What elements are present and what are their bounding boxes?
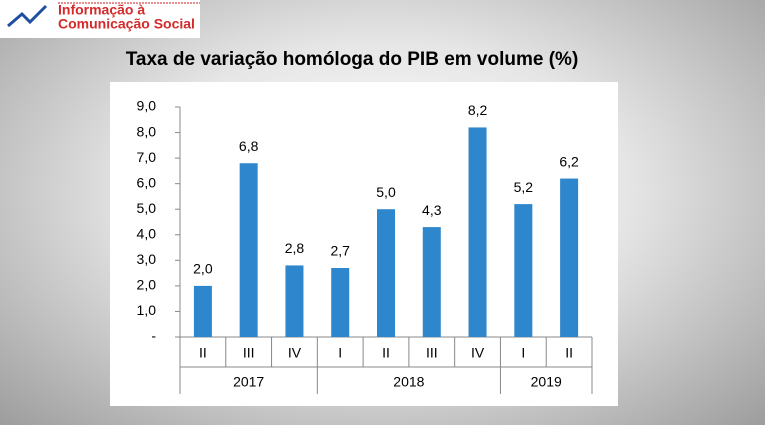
logo-icon (7, 4, 48, 28)
y-tick-label: 5,0 (137, 200, 157, 216)
y-tick-label: 9,0 (137, 98, 157, 114)
x-tick-label: III (426, 345, 438, 361)
x-tick-label: IV (288, 345, 302, 361)
y-tick-label: 7,0 (137, 149, 157, 165)
x-tick-label: II (565, 345, 573, 361)
x-tick-label: II (199, 345, 207, 361)
chart-area (110, 82, 618, 406)
y-tick-label: 6,0 (137, 174, 157, 190)
value-label: 2,7 (330, 243, 350, 259)
x-tick-label: I (338, 345, 342, 361)
value-label: 8,2 (468, 102, 488, 118)
bar (193, 285, 212, 337)
value-label: 4,3 (422, 202, 442, 218)
bar (560, 178, 579, 337)
logo-text: Informação à (58, 2, 145, 18)
value-label: 5,0 (376, 184, 396, 200)
y-tick-label: - (151, 328, 156, 344)
x-tick-label: I (521, 345, 525, 361)
value-label: 6,8 (239, 138, 259, 154)
chart-title: Taxa de variação homóloga do PIB em volu… (126, 49, 579, 70)
y-tick-label: 2,0 (137, 277, 157, 293)
group-label: 2019 (531, 374, 562, 390)
value-label: 6,2 (559, 153, 579, 169)
logo-text: Comunicação Social (58, 16, 195, 32)
x-tick-label: II (382, 345, 390, 361)
x-tick-label: III (243, 345, 255, 361)
value-label: 2,8 (285, 240, 305, 256)
bar (331, 268, 350, 337)
value-label: 5,2 (514, 179, 534, 195)
value-label: 2,0 (193, 261, 213, 277)
x-tick-label: IV (471, 345, 485, 361)
bar (377, 209, 395, 337)
y-tick-label: 3,0 (137, 251, 157, 267)
bar (468, 127, 487, 337)
bar (422, 227, 441, 337)
bar (285, 265, 304, 337)
y-tick-label: 4,0 (137, 225, 157, 241)
bar (514, 204, 533, 337)
y-tick-label: 8,0 (137, 123, 157, 139)
group-label: 2017 (233, 374, 264, 390)
y-tick-label: 1,0 (137, 302, 157, 318)
group-label: 2018 (393, 374, 424, 390)
bar (239, 163, 258, 337)
